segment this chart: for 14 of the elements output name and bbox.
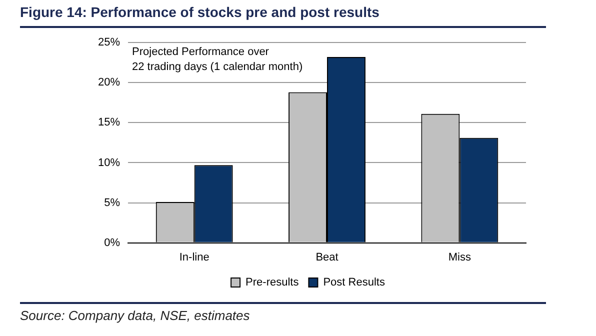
legend-label: Pre-results — [246, 276, 300, 289]
legend-label: Post Results — [323, 276, 386, 289]
annotation: Projected Performance over 22 trading days (1 calendar month) — [132, 46, 303, 74]
y-tick-label: 0% — [104, 236, 120, 249]
chart-title: Figure 14: Performance of stocks pre and post results — [20, 0, 546, 28]
x-tick-label: Beat — [316, 251, 338, 264]
y-tick-label: 15% — [98, 116, 120, 129]
y-tick-label: 20% — [98, 76, 120, 89]
x-tick-label: Miss — [448, 251, 472, 264]
x-tick-label: In-line — [179, 251, 210, 264]
y-tick-label: 5% — [104, 196, 120, 209]
y-tick-label: 10% — [98, 156, 120, 169]
source-note: Source: Company data, NSE, estimates — [20, 302, 546, 323]
y-tick-label: 25% — [98, 36, 120, 49]
